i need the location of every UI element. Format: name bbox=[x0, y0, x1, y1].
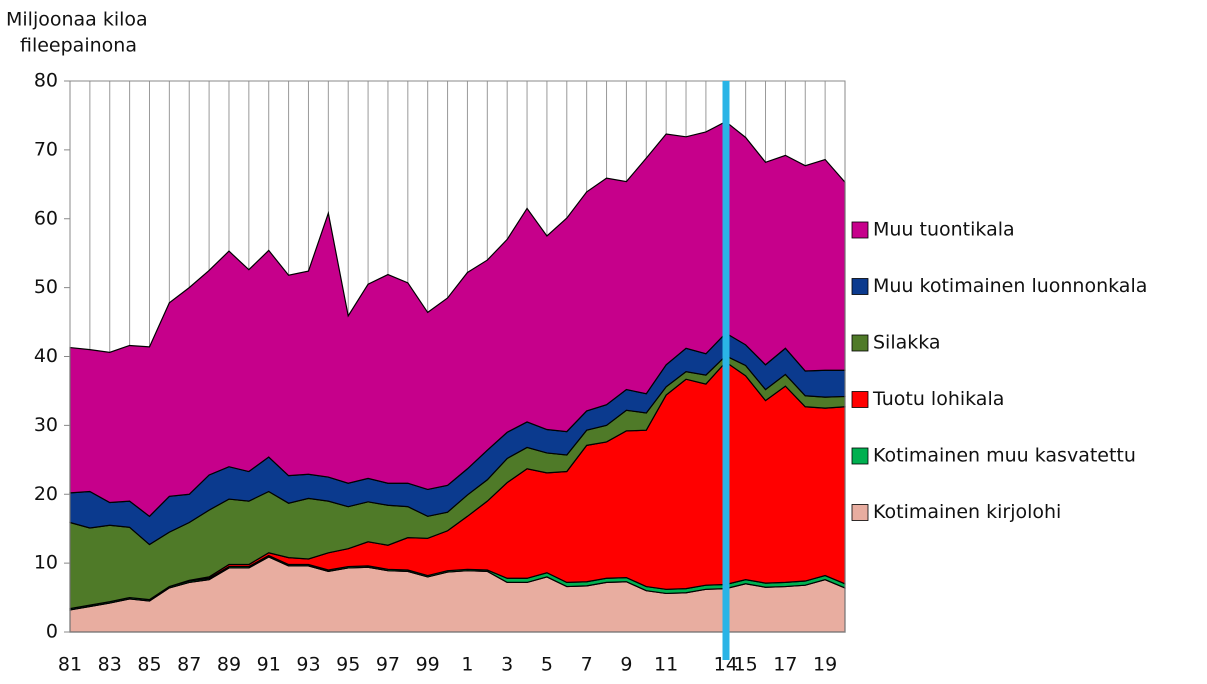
y-axis-title: fileepainona bbox=[20, 35, 137, 57]
legend-swatch bbox=[851, 278, 869, 295]
y-tick-label: 60 bbox=[34, 207, 58, 229]
x-tick-label: 99 bbox=[416, 654, 440, 676]
x-tick-label: 91 bbox=[257, 654, 281, 676]
y-tick-label: 0 bbox=[46, 621, 58, 643]
legend-label: Tuotu lohikala bbox=[872, 388, 1004, 410]
legend-swatch bbox=[851, 447, 869, 465]
y-tick-label: 10 bbox=[34, 552, 58, 574]
x-tick-label: 81 bbox=[58, 654, 82, 676]
x-tick-label: 9 bbox=[620, 654, 632, 676]
y-tick-label: 70 bbox=[34, 138, 58, 160]
legend-label: Kotimainen muu kasvatettu bbox=[873, 445, 1136, 467]
y-tick-label: 40 bbox=[34, 345, 58, 367]
legend-label: Kotimainen kirjolohi bbox=[873, 501, 1061, 523]
legend-label: Muu kotimainen luonnonkala bbox=[873, 275, 1147, 297]
x-tick-label: 11 bbox=[654, 654, 678, 676]
legend-label: Muu tuontikala bbox=[873, 219, 1015, 241]
x-tick-label: 83 bbox=[98, 654, 122, 676]
y-tick-label: 30 bbox=[34, 414, 58, 436]
x-tick-label: 97 bbox=[376, 654, 400, 676]
y-tick-label: 20 bbox=[34, 483, 58, 505]
legend-swatch bbox=[851, 334, 869, 352]
x-tick-label: 3 bbox=[501, 654, 513, 676]
legend-swatch bbox=[851, 221, 869, 239]
x-tick-label: 7 bbox=[581, 654, 593, 676]
x-tick-label: 15 bbox=[734, 654, 758, 676]
x-tick-label: 87 bbox=[177, 654, 201, 676]
x-tick-label: 1 bbox=[461, 654, 473, 676]
legend-swatch bbox=[851, 391, 869, 408]
x-tick-label: 95 bbox=[336, 654, 360, 676]
x-tick-label: 5 bbox=[541, 654, 553, 676]
y-axis-title: Miljoonaa kiloa bbox=[6, 9, 148, 31]
x-tick-label: 19 bbox=[813, 654, 837, 676]
x-tick-label: 17 bbox=[773, 654, 797, 676]
y-tick-label: 50 bbox=[34, 276, 58, 298]
x-tick-label: 89 bbox=[217, 654, 241, 676]
legend-label: Silakka bbox=[873, 332, 941, 354]
x-tick-label: 14 bbox=[714, 654, 738, 676]
y-tick-label: 80 bbox=[34, 70, 58, 92]
x-tick-label: 93 bbox=[296, 654, 320, 676]
x-tick-label: 85 bbox=[137, 654, 161, 676]
legend-swatch bbox=[851, 504, 869, 521]
